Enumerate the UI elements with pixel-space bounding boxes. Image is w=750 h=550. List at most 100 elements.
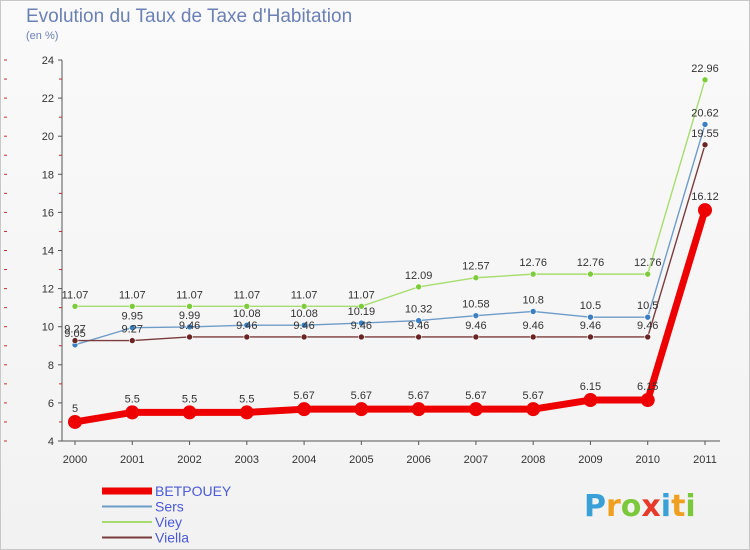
data-label: 5.67 — [408, 390, 429, 402]
y-tick-label: 12 — [42, 284, 54, 296]
x-tick-label: 2002 — [177, 454, 201, 466]
x-tick-label: 2001 — [120, 454, 144, 466]
y-tick-label: 18 — [42, 169, 54, 181]
data-label: 9.46 — [522, 320, 543, 332]
data-label: 11.07 — [348, 289, 375, 301]
data-label: 10.08 — [233, 308, 261, 320]
point-viey — [529, 270, 537, 278]
point-viella — [358, 333, 365, 341]
point-viella — [644, 333, 652, 341]
point-betpouey — [583, 393, 598, 408]
y-tick-label: 20 — [42, 131, 54, 143]
legend-label-betpouey: BETPOUEY — [155, 483, 232, 499]
point-sers — [128, 324, 136, 331]
data-label: 5.67 — [465, 390, 486, 402]
x-tick-label: 2011 — [693, 454, 717, 466]
chart-subtitle: (en %) — [26, 30, 59, 42]
data-label: 9.46 — [637, 320, 658, 332]
x-tick-label: 2006 — [406, 454, 430, 466]
point-viella — [587, 333, 594, 341]
chart-title: Evolution du Taux de Taxe d'Habitation — [26, 6, 353, 27]
data-label: 9.46 — [236, 320, 257, 332]
point-sers — [644, 313, 652, 321]
point-viella — [529, 333, 537, 341]
series-line-sers — [74, 124, 706, 346]
data-label: 10.8 — [522, 294, 543, 306]
data-label: 9.46 — [465, 320, 486, 332]
logo-letter: i — [660, 489, 672, 524]
series-line-viey — [75, 79, 706, 308]
data-label: 11.07 — [233, 289, 260, 301]
chart-axes: 4 6 8 10 12 14 16 18 20 22 24 2000 2001 2002 2003 2004 2… — [4, 55, 720, 466]
data-label: 5.67 — [351, 390, 372, 402]
data-label: 9.46 — [408, 320, 429, 332]
data-label: 12.76 — [634, 257, 662, 269]
data-labels-layer: 9.05 9.95 9.99 10.08 10.08 10.19 10.32 10.58 10.… — [62, 63, 719, 415]
data-label: 10.19 — [348, 306, 376, 318]
point-viey — [300, 303, 308, 310]
point-betpouey — [468, 402, 483, 417]
logo-letter: i — [685, 489, 696, 524]
data-label: 10.32 — [405, 304, 433, 316]
point-sers — [300, 321, 308, 329]
point-viey — [415, 283, 422, 291]
x-tick-label: 2007 — [464, 454, 488, 466]
point-sers — [587, 313, 594, 321]
proxiti-logo: Proxiti — [584, 489, 696, 524]
series-line-betpouey — [74, 209, 709, 426]
x-tick-label: 2004 — [292, 454, 316, 466]
point-sers — [529, 308, 537, 315]
point-sers — [186, 323, 193, 331]
point-viella — [472, 333, 480, 341]
data-label: 9.46 — [179, 320, 200, 332]
data-label: 9.46 — [580, 320, 601, 332]
point-sers — [701, 121, 709, 128]
x-tick-label: 2010 — [635, 454, 659, 466]
point-betpouey — [640, 393, 655, 408]
point-viey — [472, 274, 480, 282]
data-label: 9.27 — [122, 324, 143, 336]
point-viey — [243, 303, 251, 310]
data-label: 9.27 — [64, 324, 85, 336]
y-tick-label: 14 — [42, 246, 54, 258]
data-label: 11.07 — [62, 289, 89, 301]
point-viella — [243, 333, 251, 341]
point-betpouey — [182, 405, 197, 420]
legend-label-sers: Sers — [155, 499, 184, 515]
point-betpouey — [354, 402, 369, 417]
data-label: 5.67 — [522, 390, 543, 402]
data-label: 20.62 — [691, 107, 719, 119]
y-tick-label: 4 — [48, 436, 54, 448]
point-viey — [71, 303, 79, 310]
point-viella — [71, 337, 79, 344]
data-label: 12.76 — [519, 257, 547, 269]
data-label: 10.08 — [290, 308, 318, 320]
point-viey — [587, 270, 594, 278]
point-betpouey — [297, 402, 312, 417]
y-tick-label: 16 — [42, 207, 54, 219]
point-sers — [415, 317, 422, 324]
data-label: 11.07 — [119, 289, 146, 301]
point-betpouey — [526, 402, 541, 417]
point-sers — [358, 319, 365, 327]
point-viey — [358, 303, 365, 310]
point-betpouey — [698, 203, 712, 218]
point-sers — [472, 312, 480, 319]
point-viey — [644, 270, 652, 278]
point-viey — [701, 76, 709, 84]
point-viella — [701, 141, 709, 149]
y-tick-label: 22 — [42, 93, 54, 105]
point-betpouey — [68, 414, 82, 429]
data-label: 11.07 — [176, 289, 203, 301]
y-tick-label: 10 — [42, 322, 54, 334]
data-label: 9.99 — [179, 310, 200, 322]
data-label: 5.5 — [182, 393, 197, 405]
data-label: 12.76 — [577, 257, 605, 269]
data-label: 9.05 — [64, 328, 85, 340]
point-betpouey — [411, 402, 426, 417]
logo-letter: P — [584, 489, 606, 524]
point-sers — [243, 321, 251, 329]
